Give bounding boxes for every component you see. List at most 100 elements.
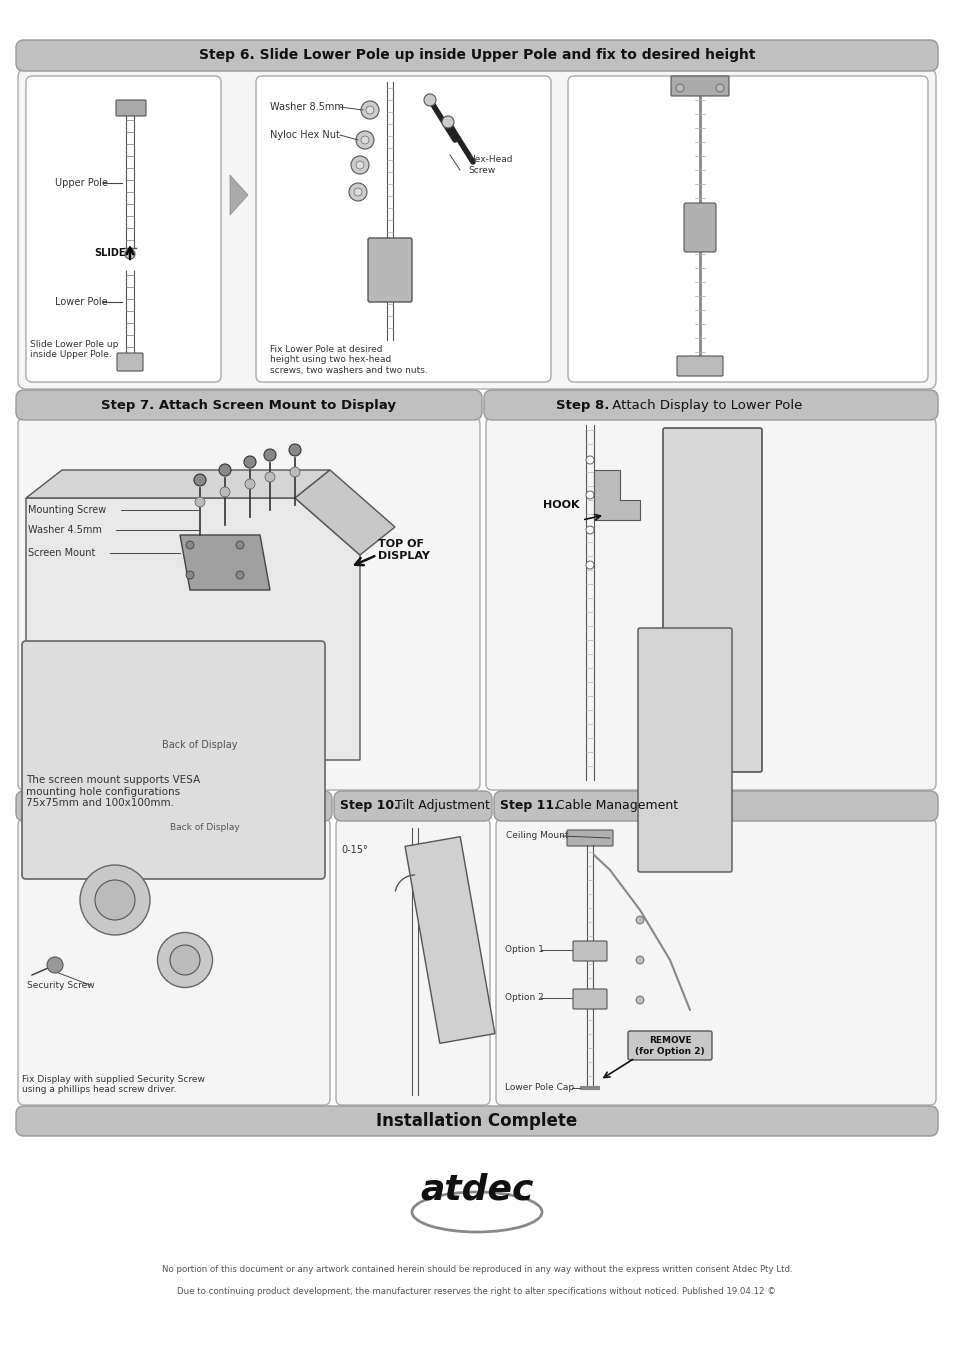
Text: 0-15°: 0-15°	[341, 845, 368, 855]
Text: Mounting Screw: Mounting Screw	[28, 505, 106, 514]
FancyBboxPatch shape	[117, 352, 143, 371]
FancyBboxPatch shape	[670, 76, 728, 96]
FancyBboxPatch shape	[16, 390, 481, 420]
FancyBboxPatch shape	[627, 1031, 711, 1060]
FancyBboxPatch shape	[496, 819, 935, 1106]
Circle shape	[349, 184, 367, 201]
FancyBboxPatch shape	[255, 76, 551, 382]
Text: Hex-Head
Screw: Hex-Head Screw	[468, 155, 512, 174]
Circle shape	[676, 84, 683, 92]
Ellipse shape	[80, 865, 150, 936]
Circle shape	[636, 956, 643, 964]
FancyBboxPatch shape	[335, 819, 490, 1106]
Text: Back of Display: Back of Display	[170, 824, 239, 833]
FancyBboxPatch shape	[494, 791, 937, 821]
Circle shape	[289, 444, 301, 456]
Circle shape	[125, 248, 135, 259]
FancyBboxPatch shape	[566, 830, 613, 846]
FancyBboxPatch shape	[18, 69, 935, 389]
Circle shape	[193, 474, 206, 486]
Circle shape	[441, 116, 454, 128]
Circle shape	[244, 456, 255, 468]
Circle shape	[235, 541, 244, 549]
Text: TOP OF
DISPLAY: TOP OF DISPLAY	[377, 539, 430, 560]
Text: Upper Pole: Upper Pole	[55, 178, 108, 188]
Circle shape	[585, 526, 594, 535]
FancyBboxPatch shape	[638, 628, 731, 872]
Text: Security Screw: Security Screw	[27, 980, 94, 990]
Circle shape	[290, 467, 299, 477]
Polygon shape	[294, 470, 395, 555]
Circle shape	[585, 491, 594, 500]
Ellipse shape	[95, 880, 135, 919]
Text: Tilt Adjustment: Tilt Adjustment	[391, 799, 489, 813]
FancyBboxPatch shape	[483, 390, 937, 420]
FancyBboxPatch shape	[16, 791, 332, 821]
FancyBboxPatch shape	[485, 418, 935, 790]
FancyBboxPatch shape	[368, 238, 412, 302]
FancyBboxPatch shape	[334, 791, 492, 821]
Text: Lower Pole Cap: Lower Pole Cap	[504, 1084, 574, 1092]
Circle shape	[186, 571, 193, 579]
Text: atdec: atdec	[420, 1173, 533, 1207]
Polygon shape	[26, 498, 359, 760]
FancyBboxPatch shape	[26, 76, 221, 382]
Ellipse shape	[157, 933, 213, 987]
Text: Washer 4.5mm: Washer 4.5mm	[28, 525, 102, 535]
Text: Step 11.: Step 11.	[499, 799, 558, 813]
FancyBboxPatch shape	[683, 202, 716, 252]
Circle shape	[716, 84, 723, 92]
Circle shape	[360, 136, 369, 144]
Text: Step 8.: Step 8.	[556, 398, 609, 412]
Text: REMOVE
(for Option 2): REMOVE (for Option 2)	[635, 1037, 704, 1056]
Circle shape	[194, 497, 205, 508]
Circle shape	[585, 562, 594, 568]
Text: Step 6. Slide Lower Pole up inside Upper Pole and fix to desired height: Step 6. Slide Lower Pole up inside Upper…	[198, 49, 755, 62]
Text: Cable Management: Cable Management	[552, 799, 678, 813]
Polygon shape	[230, 176, 248, 215]
Circle shape	[264, 450, 275, 460]
Circle shape	[355, 161, 364, 169]
FancyBboxPatch shape	[18, 418, 479, 790]
Text: Slide Lower Pole up
inside Upper Pole.: Slide Lower Pole up inside Upper Pole.	[30, 340, 118, 359]
Text: Fix Display with supplied Security Screw
using a phillips head screw driver.: Fix Display with supplied Security Screw…	[22, 1075, 205, 1095]
Text: HOOK: HOOK	[543, 500, 579, 510]
Text: The screen mount supports VESA
mounting hole configurations
75x75mm and 100x100m: The screen mount supports VESA mounting …	[26, 775, 200, 809]
Text: No portion of this document or any artwork contained herein should be reproduced: No portion of this document or any artwo…	[161, 1265, 792, 1274]
Text: Nyloc Hex Nut: Nyloc Hex Nut	[270, 130, 339, 140]
Circle shape	[585, 456, 594, 464]
Text: Due to continuing product development, the manufacturer reserves the right to al: Due to continuing product development, t…	[177, 1288, 776, 1296]
Circle shape	[354, 188, 361, 196]
Text: Step 7. Attach Screen Mount to Display: Step 7. Attach Screen Mount to Display	[101, 398, 396, 412]
Text: Option 1: Option 1	[504, 945, 543, 954]
Text: Installation Complete: Installation Complete	[376, 1112, 577, 1130]
Circle shape	[636, 917, 643, 923]
Circle shape	[47, 957, 63, 973]
FancyBboxPatch shape	[116, 100, 146, 116]
Polygon shape	[405, 837, 495, 1044]
Text: Back of Display: Back of Display	[162, 740, 237, 751]
Polygon shape	[26, 470, 330, 498]
FancyBboxPatch shape	[16, 40, 937, 72]
Circle shape	[235, 571, 244, 579]
Ellipse shape	[170, 945, 200, 975]
Text: Washer 8.5mm: Washer 8.5mm	[270, 103, 343, 112]
Circle shape	[360, 101, 378, 119]
Text: Step 10.: Step 10.	[339, 799, 398, 813]
FancyBboxPatch shape	[573, 941, 606, 961]
Text: SLIDE: SLIDE	[94, 248, 126, 258]
FancyBboxPatch shape	[18, 819, 330, 1106]
Text: Step 9. Fix Display with Security Screw: Step 9. Fix Display with Security Screw	[44, 799, 304, 813]
Circle shape	[219, 464, 231, 477]
Circle shape	[366, 107, 374, 113]
Circle shape	[351, 157, 369, 174]
Circle shape	[265, 472, 274, 482]
Circle shape	[355, 131, 374, 148]
FancyBboxPatch shape	[677, 356, 722, 377]
FancyBboxPatch shape	[573, 990, 606, 1008]
FancyBboxPatch shape	[16, 1106, 937, 1135]
FancyBboxPatch shape	[567, 76, 927, 382]
Polygon shape	[180, 535, 270, 590]
Circle shape	[245, 479, 254, 489]
Polygon shape	[594, 470, 639, 520]
